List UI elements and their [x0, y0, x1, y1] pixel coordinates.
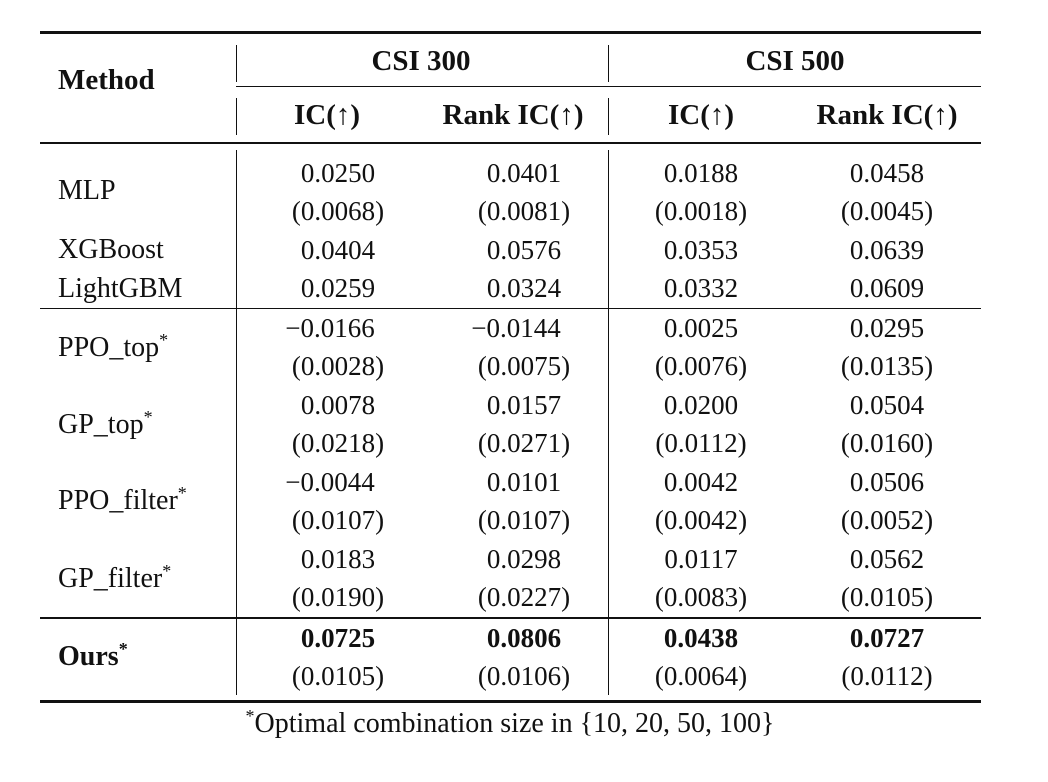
ppo-top-csi500-rankic-std: (0.0135)	[840, 351, 934, 381]
method-name-gp-top: GP_top*	[58, 407, 153, 440]
mlp-csi300-ic-std: (0.0068)	[291, 196, 385, 226]
mlp-csi300-rankic-std: (0.0081)	[477, 196, 571, 226]
csi500-rankic-header: Rank IC(↑)	[816, 99, 958, 131]
mlp-csi500-ic-std: (0.0018)	[654, 196, 748, 226]
ppo-filter-csi300-ic-std: (0.0107)	[291, 505, 385, 535]
method-header: Method	[58, 64, 155, 96]
gp-filter-csi500-ic: 0.0117	[664, 544, 738, 574]
mlp-csi300-ic: 0.0250	[300, 158, 376, 188]
method-column-divider-header-1	[236, 45, 237, 82]
gp-filter-csi500-rankic: 0.0562	[849, 544, 925, 574]
csi300-rankic-header: Rank IC(↑)	[442, 99, 584, 131]
csi-column-divider-header-1	[608, 45, 609, 82]
ppo-filter-csi500-rankic-std: (0.0052)	[840, 505, 934, 535]
xgboost-csi500-rankic: 0.0639	[849, 235, 925, 265]
method-column-divider-header-2	[236, 98, 237, 135]
ours-csi500-rankic: 0.0727	[849, 623, 925, 653]
gp-top-csi300-rankic: 0.0157	[486, 390, 562, 420]
gp-filter-csi500-rankic-std: (0.0105)	[840, 582, 934, 612]
gp-top-csi300-ic-std: (0.0218)	[291, 428, 385, 458]
mlp-csi500-rankic-std: (0.0045)	[840, 196, 934, 226]
method-name-mlp: MLP	[58, 175, 116, 206]
ours-csi300-rankic: 0.0806	[486, 623, 562, 653]
header-bottom-rule	[40, 142, 981, 144]
csi500-group-header: CSI 500	[745, 45, 845, 77]
ppo-top-csi500-ic-std: (0.0076)	[654, 351, 748, 381]
csi-column-divider-header-2	[608, 98, 609, 135]
gp-filter-csi300-rankic: 0.0298	[486, 544, 562, 574]
ppo-top-csi300-rankic: −0.0144	[471, 313, 561, 343]
lightgbm-csi500-ic: 0.0332	[663, 273, 739, 303]
csi500-group-underline	[609, 86, 981, 87]
lightgbm-csi300-ic: 0.0259	[300, 273, 376, 303]
ours-csi500-ic-std: (0.0064)	[654, 661, 748, 691]
gp-top-csi500-rankic-std: (0.0160)	[840, 428, 934, 458]
gp-top-csi300-ic: 0.0078	[300, 390, 376, 420]
gp-top-csi500-ic: 0.0200	[663, 390, 739, 420]
mlp-csi500-ic: 0.0188	[663, 158, 739, 188]
gp-top-csi300-rankic-std: (0.0271)	[477, 428, 571, 458]
gp-filter-csi500-ic-std: (0.0083)	[654, 582, 748, 612]
method-name-gp-filter: GP_filter*	[58, 561, 172, 594]
csi-column-divider-body	[608, 150, 609, 695]
lightgbm-csi500-rankic: 0.0609	[849, 273, 925, 303]
method-name-ppo-top: PPO_top*	[58, 330, 169, 363]
method-name-xgboost: XGBoost	[58, 234, 164, 265]
gp-filter-csi300-ic: 0.0183	[300, 544, 376, 574]
ours-csi300-ic: 0.0725	[300, 623, 376, 653]
csi500-ic-header: IC(↑)	[667, 99, 735, 131]
method-name-ppo-filter: PPO_filter*	[58, 483, 187, 516]
method-name-ours: Ours*	[58, 639, 128, 672]
ppo-top-csi500-rankic: 0.0295	[849, 313, 925, 343]
group-divider-rule-2	[40, 617, 981, 619]
csi300-group-underline	[236, 86, 609, 87]
ppo-filter-csi300-rankic: 0.0101	[486, 467, 562, 497]
ours-csi500-ic: 0.0438	[663, 623, 739, 653]
csi300-group-header: CSI 300	[371, 45, 471, 77]
lightgbm-csi300-rankic: 0.0324	[486, 273, 562, 303]
gp-filter-csi300-ic-std: (0.0190)	[291, 582, 385, 612]
ppo-filter-csi500-ic: 0.0042	[663, 467, 739, 497]
xgboost-csi300-ic: 0.0404	[300, 235, 376, 265]
mlp-csi500-rankic: 0.0458	[849, 158, 925, 188]
ppo-filter-csi300-rankic-std: (0.0107)	[477, 505, 571, 535]
ours-csi300-ic-std: (0.0105)	[291, 661, 385, 691]
gp-top-csi500-ic-std: (0.0112)	[655, 428, 747, 458]
table-footnote: *Optimal combination size in {10, 20, 50…	[245, 706, 775, 739]
ppo-top-csi300-ic-std: (0.0028)	[291, 351, 385, 381]
csi300-ic-header: IC(↑)	[293, 99, 361, 131]
ours-csi500-rankic-std: (0.0112)	[841, 661, 933, 691]
mlp-csi300-rankic: 0.0401	[486, 158, 562, 188]
ours-csi300-rankic-std: (0.0106)	[477, 661, 571, 691]
group-divider-rule-1	[40, 308, 981, 309]
method-column-divider-body	[236, 150, 237, 695]
gp-top-csi500-rankic: 0.0504	[849, 390, 925, 420]
method-name-lightgbm: LightGBM	[58, 273, 183, 304]
xgboost-csi500-ic: 0.0353	[663, 235, 739, 265]
ppo-top-csi500-ic: 0.0025	[663, 313, 739, 343]
gp-filter-csi300-rankic-std: (0.0227)	[477, 582, 571, 612]
ppo-filter-csi500-ic-std: (0.0042)	[654, 505, 748, 535]
ppo-filter-csi500-rankic: 0.0506	[849, 467, 925, 497]
bottom-rule	[40, 700, 981, 703]
top-rule	[40, 31, 981, 34]
ppo-top-csi300-rankic-std: (0.0075)	[477, 351, 571, 381]
ppo-filter-csi300-ic: −0.0044	[285, 467, 375, 497]
xgboost-csi300-rankic: 0.0576	[486, 235, 562, 265]
ppo-top-csi300-ic: −0.0166	[285, 313, 375, 343]
